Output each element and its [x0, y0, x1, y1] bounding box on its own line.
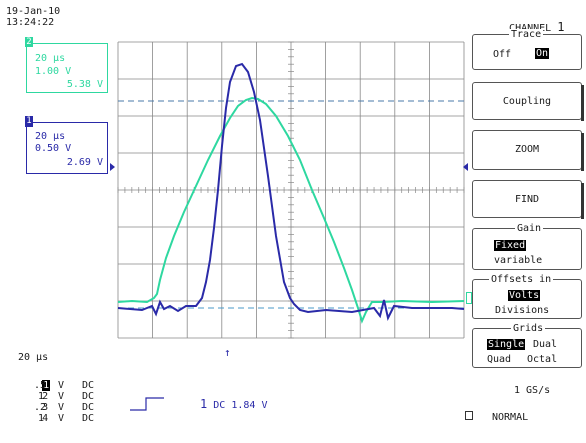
acquisition-status-icon — [465, 411, 473, 420]
trace2-ground-marker-icon — [466, 292, 472, 304]
trace1-waveform — [117, 62, 465, 321]
channel-settings-list: 1.5 V DC 2 1 V DC 3.2 V DC 4 1 V DC — [18, 369, 95, 424]
date-label: 19-Jan-10 — [6, 6, 61, 17]
find-button[interactable]: FIND — [472, 180, 584, 219]
trigger-info: 1 DC 1.84 V — [200, 397, 268, 411]
grid-dual-option[interactable]: Dual — [533, 339, 558, 350]
waveform-display — [117, 41, 465, 339]
time-label: 13:24:22 — [6, 17, 55, 28]
trace1-offset: 2.69 V — [66, 157, 103, 168]
trace-toggle[interactable]: Trace Off On — [472, 29, 582, 70]
gain-toggle[interactable]: Gain Fixed variable — [472, 223, 582, 270]
gain-variable-option[interactable]: variable — [494, 255, 543, 266]
channel-row-3: 3.2 V DC — [34, 402, 95, 413]
trace2-offset: 5.38 V — [66, 79, 103, 90]
offsets-toggle[interactable]: Offsets in Volts Divisions — [472, 274, 582, 319]
gain-fixed-option[interactable]: Fixed — [494, 240, 527, 251]
grid-octal-option[interactable]: Octal — [527, 354, 558, 365]
sample-rate-label: 1 GS/s — [514, 385, 551, 396]
trace2-marker: 2 — [25, 37, 33, 47]
trace-on-option[interactable]: On — [535, 48, 550, 59]
trace1-marker: 1 — [25, 116, 33, 127]
trace1-timebase: 20 µs — [35, 131, 66, 142]
trace2-volts-div: 1.00 V — [35, 66, 72, 77]
grid-single-option[interactable]: Single — [487, 339, 526, 350]
trigger-position-icon: ↑ — [224, 346, 231, 359]
grids-toggle[interactable]: Grids Single Dual Quad Octal — [472, 323, 582, 368]
trace2-info-box[interactable]: 2 20 µs 1.00 V 5.38 V — [25, 37, 108, 93]
channel-row-1: 1.5 V DC — [34, 380, 95, 391]
left-marker-icon — [110, 163, 115, 171]
menu-title: CHANNEL 1 — [509, 20, 565, 34]
zoom-button[interactable]: ZOOM — [472, 130, 584, 171]
trigger-edge-icon — [130, 397, 164, 411]
trace2-waveform — [117, 96, 465, 324]
trace1-volts-div: 0.50 V — [35, 143, 72, 154]
grid-quad-option[interactable]: Quad — [487, 354, 512, 365]
graticule — [117, 41, 465, 339]
trace1-info-box[interactable]: 1 20 µs 0.50 V 2.69 V — [25, 116, 108, 174]
trace2-timebase: 20 µs — [35, 53, 66, 64]
trace-off-option[interactable]: Off — [493, 49, 512, 60]
trigger-mode-label: NORMAL — [492, 412, 529, 423]
coupling-button[interactable]: Coupling — [472, 82, 584, 121]
offsets-divisions-option[interactable]: Divisions — [495, 305, 550, 316]
offsets-volts-option[interactable]: Volts — [508, 290, 541, 301]
right-marker-icon — [463, 163, 468, 171]
timebase-label: 20 µs — [18, 352, 49, 363]
channel-row-2: 2 1 V DC — [38, 391, 95, 402]
channel-row-4: 4 1 V DC — [38, 413, 95, 424]
